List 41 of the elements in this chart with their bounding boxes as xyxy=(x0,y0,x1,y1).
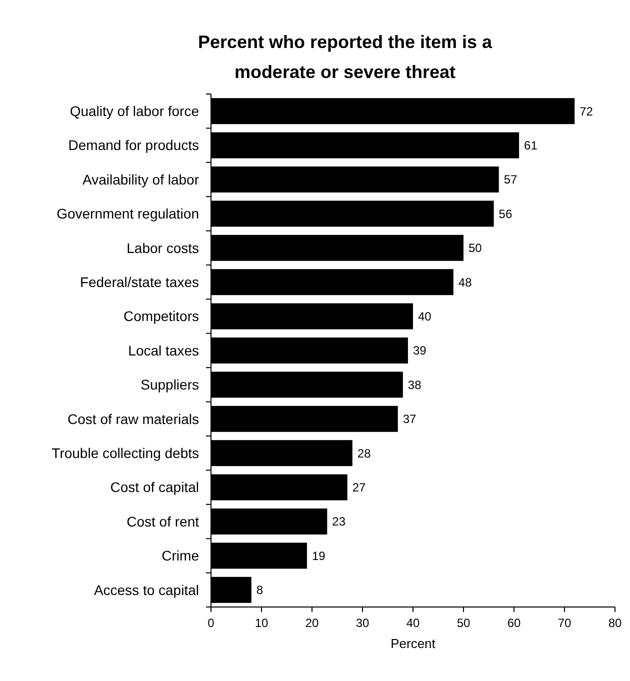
y-tick-label: Local taxes xyxy=(128,342,199,358)
y-tick-label: Federal/state taxes xyxy=(80,274,199,290)
x-tick-label: 30 xyxy=(356,616,370,630)
y-tick-label: Cost of raw materials xyxy=(68,410,199,427)
y-tick-label: Availability of labor xyxy=(82,171,200,188)
data-label: 37 xyxy=(402,412,417,426)
data-label: 56 xyxy=(498,206,512,221)
data-label: 28 xyxy=(357,446,372,460)
x-tick-label: 60 xyxy=(507,616,521,630)
data-label: 8 xyxy=(256,583,264,598)
y-tick-label: Suppliers xyxy=(140,376,199,393)
y-tick-label: Demand for products xyxy=(68,137,199,154)
data-label: 23 xyxy=(332,514,346,529)
x-tick-label: 20 xyxy=(305,616,319,630)
y-tick-label: Access to capital xyxy=(94,582,199,598)
y-tick-label: Trouble collecting debts xyxy=(52,445,199,461)
data-label: 19 xyxy=(312,548,326,563)
x-tick-label: 70 xyxy=(558,616,572,630)
y-tick-label: Quality of labor force xyxy=(70,103,200,119)
x-tick-label: 50 xyxy=(456,616,470,630)
data-label: 27 xyxy=(352,480,366,494)
data-label: 40 xyxy=(418,310,432,324)
y-tick-label: Competitors xyxy=(124,308,199,324)
data-label: 38 xyxy=(408,378,422,392)
x-tick-label: 10 xyxy=(254,616,268,630)
y-tick-label: Cost of capital xyxy=(110,479,199,496)
chart-title: Percent who reported the item is a moderate or severe threat xyxy=(198,32,494,82)
x-tick-label: 0 xyxy=(208,616,215,630)
y-tick-label: Labor costs xyxy=(126,240,199,256)
y-tick-label: Crime xyxy=(162,548,200,564)
y-tick-label: Government regulation xyxy=(56,206,199,222)
data-label: 61 xyxy=(524,138,538,152)
data-label: 57 xyxy=(504,172,518,187)
data-label: 72 xyxy=(580,104,594,118)
data-label: 39 xyxy=(412,344,427,358)
x-tick-label: 80 xyxy=(608,616,622,630)
y-tick-label: Cost of rent xyxy=(126,513,200,530)
data-label: 48 xyxy=(458,275,472,290)
x-axis-title: Percent xyxy=(390,636,436,651)
data-label: 50 xyxy=(468,241,482,256)
x-tick-label: 40 xyxy=(406,616,420,630)
